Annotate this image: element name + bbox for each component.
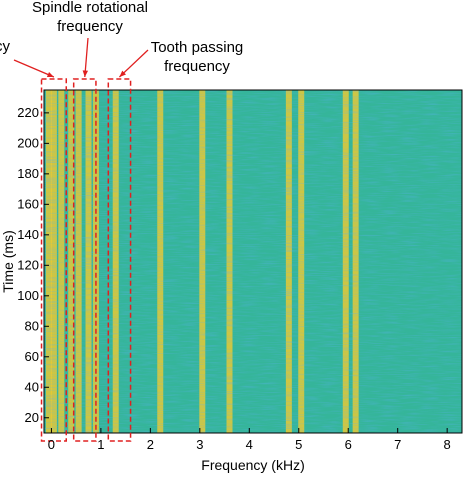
y-tick-label: 200 bbox=[17, 135, 39, 150]
y-tick-label: 160 bbox=[17, 196, 39, 211]
x-tick-label: 5 bbox=[295, 437, 302, 452]
y-tick-label: 60 bbox=[25, 349, 39, 364]
x-tick-label: 0 bbox=[48, 437, 55, 452]
annotation-label: ncy bbox=[0, 38, 10, 55]
plot-frame bbox=[43, 89, 463, 434]
y-tick-label: 40 bbox=[25, 379, 39, 394]
annotation-box bbox=[107, 78, 132, 442]
annotation-box bbox=[40, 78, 68, 442]
annotation-box bbox=[72, 78, 97, 442]
x-axis-title: Frequency (kHz) bbox=[201, 457, 304, 473]
y-tick-label: 120 bbox=[17, 257, 39, 272]
y-tick-label: 80 bbox=[25, 318, 39, 333]
y-tick-label: 220 bbox=[17, 105, 39, 120]
x-tick-label: 7 bbox=[394, 437, 401, 452]
annotation-arrowhead bbox=[46, 71, 54, 77]
annotation-label: Spindle rotational frequency bbox=[32, 0, 148, 35]
spectral-noise-texture bbox=[44, 90, 462, 433]
x-tick-label: 3 bbox=[196, 437, 203, 452]
y-tick-label: 100 bbox=[17, 288, 39, 303]
y-axis-title: Time (ms) bbox=[0, 230, 16, 292]
x-tick-label: 2 bbox=[147, 437, 154, 452]
annotation-label: Tooth passing frequency bbox=[151, 39, 244, 75]
y-tick-label: 180 bbox=[17, 166, 39, 181]
y-axis: 20 40 60 80 100 120 140 160 180 200 220 bbox=[17, 105, 49, 425]
y-tick-label: 20 bbox=[25, 410, 39, 425]
x-tick-label: 8 bbox=[444, 437, 451, 452]
annotation-arrow bbox=[84, 37, 89, 78]
x-tick-label: 1 bbox=[97, 437, 104, 452]
annotation-arrow bbox=[118, 49, 149, 78]
x-tick-label: 4 bbox=[246, 437, 253, 452]
x-axis: 0 1 2 3 4 5 6 7 8 bbox=[48, 428, 451, 452]
annotation-arrow bbox=[13, 59, 55, 78]
annotation-arrowhead bbox=[82, 70, 89, 77]
x-tick-label: 6 bbox=[345, 437, 352, 452]
annotation-arrowhead bbox=[119, 70, 126, 77]
y-tick-label: 140 bbox=[17, 227, 39, 242]
